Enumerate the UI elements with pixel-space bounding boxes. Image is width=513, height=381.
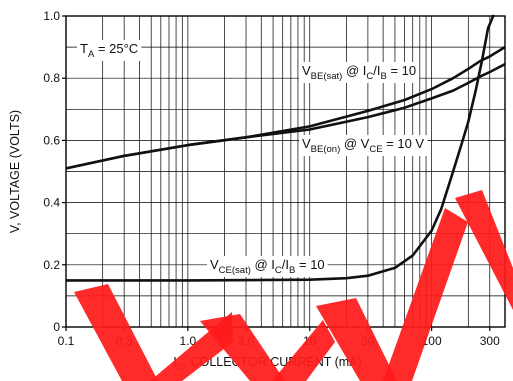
annotation-vbe-sat-part-0: V: [302, 63, 311, 78]
y-tick-label-0: 0: [53, 320, 60, 334]
watermark-stroke-4: [272, 320, 335, 381]
annotation-vce-sat-part-6: = 10: [295, 257, 324, 272]
annotation-vce-sat-part-5: B: [289, 265, 295, 276]
watermark-stroke-7: [455, 190, 513, 310]
y-tick-label-2: 0.4: [43, 196, 60, 210]
annotation-vbe-on: VBE(on) @ VCE = 10 V: [302, 136, 424, 155]
x-tick-label-0: 0.1: [58, 334, 75, 348]
series-curves: [66, 14, 505, 282]
annotation-ta-part-0: T: [80, 41, 88, 56]
annotation-vbe-sat-part-4: /I: [373, 63, 380, 78]
annotation-vbe-sat-part-1: BE(sat): [311, 71, 343, 82]
annotation-vbe-sat-part-6: = 10: [387, 63, 416, 78]
annotation-vbe-sat-part-3: C: [366, 71, 373, 82]
annotation-bg-vce-sat: [207, 256, 328, 277]
annotation-vce-sat-part-2: @ I: [251, 257, 275, 272]
annotation-vbe-on-part-0: V: [302, 136, 311, 151]
y-tick-label-5: 1.0: [43, 9, 60, 23]
annotation-bg-vbe-sat: [299, 62, 420, 83]
series-line-vbe-on: [66, 62, 505, 170]
annotation-ta: TA = 25°C: [80, 41, 138, 60]
y-tick-label-4: 0.8: [43, 71, 60, 85]
watermark-stroke-6: [383, 208, 468, 381]
annotation-vbe-on-part-1: BE(on): [311, 144, 341, 155]
series-line-vbe-sat: [66, 45, 505, 170]
annotation-vce-sat-part-0: V: [210, 257, 219, 272]
annotation-vbe-on-part-3: CE: [369, 144, 382, 155]
annotation-vbe-sat: VBE(sat) @ IC/IB = 10: [302, 63, 416, 82]
x-tick-label-7: 300: [480, 334, 500, 348]
annotation-ta-part-1: A: [88, 49, 95, 60]
plot-frame: [65, 15, 506, 328]
annotation-vbe-sat-part-5: B: [381, 71, 387, 82]
annotation-vbe-on-part-2: @ V: [340, 136, 369, 151]
y-axis-title: V, VOLTAGE (VOLTS): [8, 110, 22, 233]
y-tick-label-3: 0.6: [43, 133, 60, 147]
series-line-vce-sat: [66, 14, 495, 282]
x-tick-label-2: 1.0: [180, 334, 197, 348]
annotation-vbe-sat-part-2: @ I: [342, 63, 366, 78]
annotation-vce-sat-part-1: CE(sat): [219, 265, 251, 276]
annotation-vce-sat-part-4: /I: [282, 257, 289, 272]
annotation-bg-vbe-on: [299, 135, 428, 156]
annotation-vbe-on-part-4: = 10 V: [383, 136, 425, 151]
watermark-logo: [74, 190, 513, 381]
watermark-stroke-1: [74, 284, 158, 381]
y-tick-label-1: 0.2: [43, 258, 60, 272]
annotation-vce-sat-part-3: C: [275, 265, 282, 276]
annotation-vce-sat: VCE(sat) @ IC/IB = 10: [210, 257, 325, 276]
annotation-ta-part-2: = 25°C: [94, 41, 138, 56]
annotation-bg-ta: [77, 40, 142, 61]
watermark-stroke-5: [316, 298, 397, 381]
watermark-stroke-3: [200, 314, 285, 381]
